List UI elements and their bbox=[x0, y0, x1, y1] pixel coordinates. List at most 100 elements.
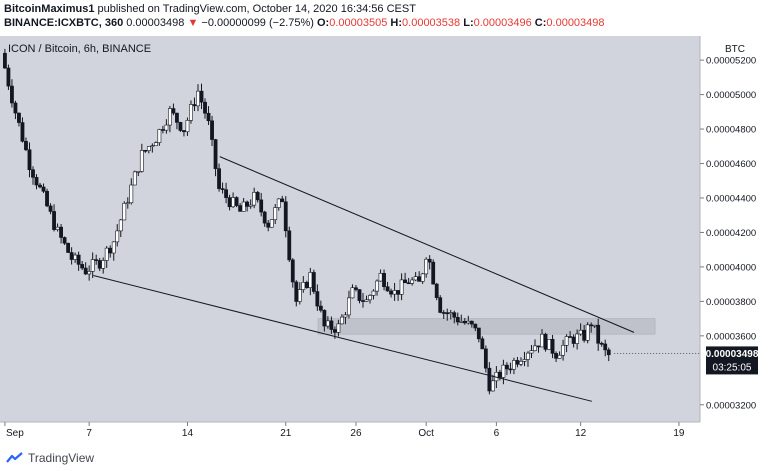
candle bbox=[596, 318, 601, 351]
candle bbox=[554, 351, 558, 362]
candle bbox=[318, 300, 323, 313]
candle-body bbox=[185, 120, 190, 133]
candle-body bbox=[336, 323, 341, 333]
candle bbox=[34, 174, 39, 190]
last-price-value: 0.00003498 bbox=[706, 349, 759, 360]
candle-body bbox=[224, 189, 228, 198]
candle bbox=[304, 280, 309, 289]
candle-body bbox=[568, 336, 573, 338]
candle bbox=[252, 187, 257, 209]
candle bbox=[403, 272, 408, 284]
candle bbox=[543, 332, 548, 352]
candle bbox=[301, 276, 306, 293]
price-axis[interactable]: BTC 0.00005200 0.00005000 0.00004800 0.0000… bbox=[699, 36, 756, 422]
tradingview-footer[interactable]: TradingView bbox=[6, 449, 94, 467]
candle-body bbox=[248, 204, 253, 207]
candle bbox=[385, 281, 390, 292]
time-axis[interactable]: Sep 7 14 21 26 Oct 6 12 19 bbox=[0, 421, 700, 439]
candle-body bbox=[31, 169, 35, 178]
candle-body bbox=[125, 202, 130, 205]
candle-body bbox=[217, 168, 221, 189]
candle-body bbox=[182, 130, 186, 133]
candle-body bbox=[6, 67, 11, 87]
candle-body bbox=[164, 124, 169, 131]
candle-body bbox=[76, 254, 81, 265]
time-tick-label: Oct bbox=[418, 428, 434, 439]
time-tick-label: 26 bbox=[350, 428, 362, 439]
time-tick-label: Sep bbox=[6, 428, 24, 439]
candle-body bbox=[385, 286, 390, 292]
time-tick-label: 6 bbox=[494, 428, 500, 439]
candle bbox=[224, 182, 228, 204]
candle-body bbox=[97, 260, 102, 269]
candle-body bbox=[118, 219, 123, 232]
candle-body bbox=[59, 226, 63, 238]
candle-body bbox=[582, 329, 587, 341]
candle-body bbox=[27, 149, 32, 171]
close-label: C: bbox=[534, 17, 547, 29]
candle bbox=[62, 236, 67, 245]
candle-body bbox=[189, 104, 193, 121]
tradingview-logo-icon bbox=[6, 452, 23, 463]
candle-body bbox=[543, 333, 548, 350]
candle-body bbox=[459, 321, 464, 323]
candle-body bbox=[304, 282, 309, 288]
candle bbox=[90, 252, 95, 279]
candle-body bbox=[273, 207, 278, 221]
candle bbox=[157, 128, 162, 146]
candle-body bbox=[171, 108, 176, 114]
candle-body bbox=[83, 267, 88, 275]
candle bbox=[248, 199, 253, 209]
candle-body bbox=[585, 324, 590, 341]
candle-body bbox=[213, 139, 218, 169]
low-value: 0.00003496 bbox=[473, 17, 532, 29]
candle-body bbox=[45, 190, 49, 207]
change-value: −0.00000099 (−2.75%) bbox=[201, 17, 314, 29]
candle-body bbox=[301, 282, 306, 290]
candle bbox=[392, 282, 397, 301]
candle-body bbox=[122, 202, 127, 221]
candle bbox=[561, 339, 565, 361]
candle-body bbox=[547, 339, 551, 350]
candle bbox=[396, 290, 400, 301]
candle bbox=[325, 316, 330, 329]
candle bbox=[139, 143, 144, 173]
candle bbox=[336, 319, 341, 337]
candle-body bbox=[34, 177, 39, 186]
candle-body bbox=[599, 342, 604, 345]
candle-body bbox=[3, 52, 7, 69]
candle bbox=[3, 48, 7, 69]
candle bbox=[315, 284, 320, 311]
candle bbox=[245, 200, 250, 212]
low-label: L: bbox=[463, 17, 474, 29]
candle bbox=[259, 192, 264, 217]
author-name[interactable]: BitcoinMaximus1 bbox=[4, 3, 95, 15]
candle bbox=[582, 325, 587, 343]
candle bbox=[76, 251, 81, 271]
candle bbox=[603, 339, 608, 357]
candle bbox=[508, 362, 513, 374]
candle-body bbox=[52, 211, 56, 230]
price-tick-label: 0.00003600 bbox=[706, 331, 756, 342]
chart-area[interactable]: ICON / Bitcoin, 6h, BINANCE BTC 0.000052… bbox=[0, 36, 768, 446]
candle-body bbox=[315, 291, 320, 307]
candle bbox=[452, 310, 457, 324]
candle bbox=[487, 362, 492, 395]
candle bbox=[512, 357, 516, 375]
candle bbox=[231, 192, 235, 208]
candlestick-chart[interactable]: ICON / Bitcoin, 6h, BINANCE BTC 0.000052… bbox=[0, 36, 768, 446]
candle-body bbox=[396, 290, 400, 295]
candle bbox=[459, 314, 464, 323]
price-tick-label: 0.00003800 bbox=[706, 297, 756, 308]
candle bbox=[153, 141, 158, 146]
candle-body bbox=[441, 312, 446, 314]
candle bbox=[178, 121, 183, 132]
candle bbox=[417, 271, 422, 282]
candle bbox=[150, 143, 155, 153]
close-value: 0.00003498 bbox=[546, 17, 605, 29]
candle-body bbox=[262, 211, 267, 224]
price-tick-label: 0.00004400 bbox=[706, 193, 756, 204]
candle-body bbox=[340, 316, 344, 325]
candle bbox=[220, 182, 225, 194]
candle-body bbox=[252, 192, 257, 206]
